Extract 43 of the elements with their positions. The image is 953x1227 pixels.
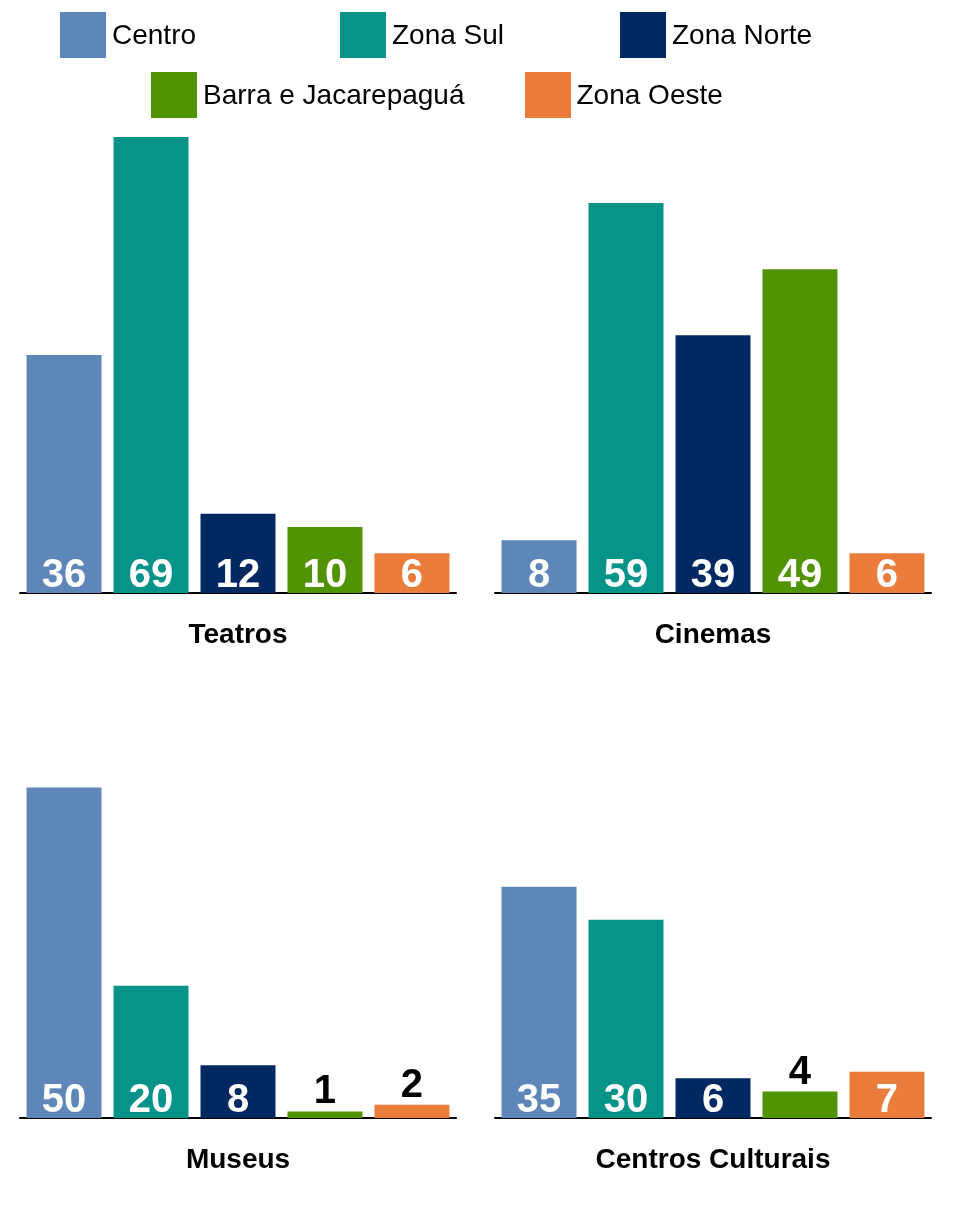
data-label: 7: [875, 1076, 899, 1120]
bar: [374, 1104, 450, 1118]
legend-label: Centro: [112, 19, 197, 51]
bar: [287, 1111, 363, 1118]
data-label: 8: [226, 1076, 250, 1120]
data-label: 6: [701, 1076, 725, 1120]
data-label: 39: [690, 551, 736, 595]
data-label: 36: [41, 551, 87, 595]
bar: [762, 269, 838, 593]
data-label: 10: [302, 551, 348, 595]
bar: [762, 1091, 838, 1118]
data-label: 49: [777, 551, 823, 595]
bar: [113, 985, 189, 1118]
bar: [588, 919, 664, 1118]
data-label: 4: [788, 1047, 812, 1092]
bar: [501, 540, 577, 593]
legend-label: Zona Oeste: [576, 79, 723, 111]
data-label: 8: [527, 551, 551, 595]
legend-label: Barra e Jacarepaguá: [203, 79, 465, 111]
data-label: 12: [215, 551, 261, 595]
data-label: 6: [400, 551, 424, 595]
data-label: 6: [875, 551, 899, 595]
data-label: 50: [41, 1076, 87, 1120]
legend-label: Zona Norte: [672, 19, 813, 51]
bar: [113, 137, 189, 593]
data-label: 30: [603, 1076, 649, 1120]
data-label: 59: [603, 551, 649, 595]
data-label: 69: [128, 551, 174, 595]
bar: [501, 886, 577, 1118]
bar: [26, 787, 102, 1118]
data-label: 20: [128, 1076, 174, 1120]
bar: [675, 335, 751, 593]
x-axis-title: Cinemas: [654, 617, 772, 649]
data-label: 2: [400, 1060, 424, 1105]
legend-label: Zona Sul: [392, 19, 505, 51]
bar: [849, 1071, 925, 1118]
bar: [26, 355, 102, 593]
data-label: 1: [313, 1067, 337, 1112]
x-axis-title: Centros Culturais: [595, 1142, 831, 1174]
x-axis-title: Teatros: [188, 617, 288, 649]
bar: [588, 203, 664, 593]
data-label: 35: [516, 1076, 562, 1120]
x-axis-title: Museus: [185, 1142, 291, 1174]
